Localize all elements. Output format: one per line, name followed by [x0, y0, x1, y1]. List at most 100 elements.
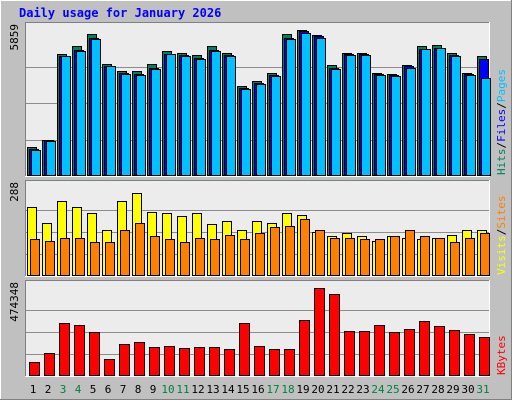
- bar-sites: [240, 239, 250, 276]
- x-tick-label: 24: [371, 383, 385, 396]
- bar-pages: [271, 76, 281, 176]
- y-axis-max-label: 288: [8, 182, 21, 202]
- x-tick-label: 25: [386, 383, 399, 396]
- bar-sites: [165, 239, 175, 276]
- legend-separator: /: [495, 102, 508, 109]
- bar-pages: [166, 54, 176, 176]
- bar-sites: [330, 238, 340, 276]
- legend-separator: /: [495, 229, 508, 236]
- bar-kbytes: [479, 337, 490, 376]
- bar-sites: [255, 233, 265, 276]
- legend-entry: Files: [495, 109, 508, 142]
- bar-pages: [151, 69, 161, 176]
- bar-pages: [286, 39, 296, 176]
- bar-sites: [345, 238, 355, 276]
- x-tick-label: 10: [161, 383, 174, 396]
- bar-pages: [376, 75, 386, 176]
- bar-pages: [136, 75, 146, 176]
- bar-pages: [481, 78, 491, 176]
- bar-sites: [465, 238, 475, 276]
- x-tick-label: 28: [431, 383, 444, 396]
- legend-separator: /: [495, 142, 508, 149]
- bar-pages: [301, 33, 311, 176]
- bar-kbytes: [359, 331, 370, 376]
- bar-pages: [211, 51, 221, 176]
- bar-kbytes: [239, 323, 250, 376]
- x-tick-label: 17: [266, 383, 279, 396]
- x-tick-label: 14: [221, 383, 235, 396]
- bar-kbytes: [344, 331, 355, 376]
- series-sites: [30, 219, 490, 276]
- series-kbytes: [29, 288, 490, 376]
- bar-sites: [225, 235, 235, 276]
- y-axis-max-label: 5859: [8, 24, 21, 51]
- bar-sites: [120, 230, 130, 276]
- bar-kbytes: [329, 294, 340, 376]
- bar-sites: [360, 239, 370, 276]
- bar-kbytes: [194, 347, 205, 376]
- bar-sites: [180, 242, 190, 276]
- x-tick-label: 27: [416, 383, 429, 396]
- bar-sites: [135, 223, 145, 276]
- x-tick-label: 22: [341, 383, 354, 396]
- x-tick-label: 15: [236, 383, 249, 396]
- bar-kbytes: [74, 325, 85, 376]
- x-tick-label: 6: [105, 383, 112, 396]
- bar-sites: [195, 238, 205, 276]
- x-tick-label: 20: [311, 383, 324, 396]
- bar-kbytes: [299, 320, 310, 376]
- bar-sites: [300, 219, 310, 276]
- bar-kbytes: [29, 362, 40, 376]
- x-tick-label: 2: [45, 383, 52, 396]
- bar-kbytes: [434, 326, 445, 376]
- bar-pages: [121, 74, 131, 176]
- bar-pages: [391, 76, 401, 176]
- x-tick-label: 12: [191, 383, 204, 396]
- x-tick-label: 13: [206, 383, 219, 396]
- chart-title: Daily usage for January 2026: [19, 6, 221, 20]
- bar-pages: [466, 75, 476, 176]
- bar-kbytes: [284, 349, 295, 376]
- bar-sites: [420, 236, 430, 276]
- x-tick-label: 31: [476, 383, 489, 396]
- bar-sites: [315, 230, 325, 276]
- bar-pages: [331, 69, 341, 176]
- bar-kbytes: [464, 334, 475, 376]
- bar-pages: [421, 49, 431, 176]
- bar-kbytes: [404, 329, 415, 376]
- bar-kbytes: [269, 349, 280, 376]
- x-tick-label: 8: [135, 383, 142, 396]
- bar-sites: [60, 238, 70, 276]
- bar-pages: [61, 56, 71, 176]
- legend-entry: Hits: [495, 149, 508, 176]
- legend-entry: Sites: [495, 196, 508, 229]
- x-tick-label: 9: [150, 383, 157, 396]
- bar-pages: [256, 84, 266, 176]
- bar-sites: [30, 239, 40, 276]
- panel-kbytes: 474348 KBytes: [8, 280, 508, 377]
- bar-kbytes: [104, 359, 115, 376]
- bar-kbytes: [419, 321, 430, 376]
- panel-sites-visits: 288 Visits/Sites: [8, 180, 508, 277]
- bar-pages: [451, 56, 461, 176]
- legend-kbytes: KBytes: [495, 335, 508, 375]
- bar-pages: [181, 56, 191, 176]
- bar-sites: [45, 241, 55, 276]
- bar-sites: [90, 242, 100, 276]
- bar-kbytes: [44, 353, 55, 376]
- bar-kbytes: [374, 325, 385, 376]
- bar-pages: [226, 56, 236, 176]
- bar-sites: [105, 242, 115, 276]
- x-tick-label: 29: [446, 383, 459, 396]
- x-tick-label: 16: [251, 383, 264, 396]
- bar-kbytes: [59, 323, 70, 376]
- legend-entry: Pages: [495, 69, 508, 102]
- x-tick-label: 26: [401, 383, 414, 396]
- x-tick-label: 18: [281, 383, 294, 396]
- bar-sites: [480, 233, 490, 276]
- bar-sites: [405, 230, 415, 276]
- bar-kbytes: [209, 347, 220, 376]
- bar-pages: [241, 89, 251, 176]
- bar-kbytes: [119, 344, 130, 376]
